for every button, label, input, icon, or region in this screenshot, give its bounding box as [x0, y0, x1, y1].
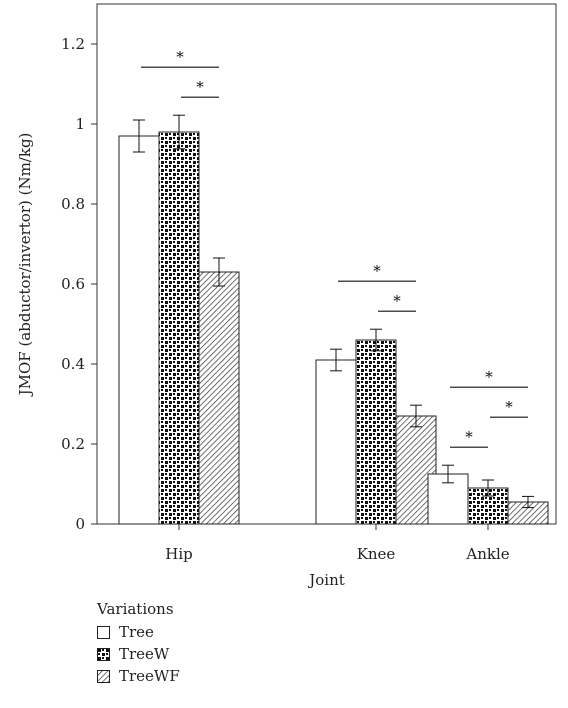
legend-label-treewf: TreeWF — [119, 667, 180, 685]
bar-tree-knee — [315, 359, 357, 525]
significance-marker: * — [393, 292, 401, 310]
x-tick-label-ankle: Ankle — [465, 545, 509, 563]
legend-swatch-tree — [97, 625, 110, 639]
legend: Variations Tree TreeW TreeWF — [97, 600, 180, 688]
y-tick-label: 1.2 — [61, 35, 85, 53]
legend-swatch-treewf — [97, 669, 110, 683]
significance-marker: * — [505, 398, 513, 416]
y-tick-label: 0.8 — [61, 195, 85, 213]
bar-treew-knee — [355, 339, 397, 525]
y-axis-label: JMOF (abductor/invertor) (Nm/kg) — [16, 133, 34, 398]
legend-item-treew: TreeW — [97, 644, 180, 664]
significance-marker: * — [485, 368, 493, 386]
y-tick-label: 0 — [75, 515, 85, 533]
significance-marker: * — [373, 262, 381, 280]
plot-area: 0 0.2 0.4 0.6 0.8 1 1.2 JMOF (abductor/invertor… — [16, 3, 557, 589]
legend-label-treew: TreeW — [119, 645, 170, 663]
bar-treewf-hip — [198, 271, 240, 525]
y-tick-label: 0.4 — [61, 355, 85, 373]
legend-swatch-treew — [97, 647, 110, 661]
legend-item-treewf: TreeWF — [97, 666, 180, 686]
y-tick-label: 0.6 — [61, 275, 85, 293]
significance-marker: * — [196, 78, 204, 96]
y-tick-label: 0.2 — [61, 435, 85, 453]
significance-marker: * — [465, 428, 473, 446]
x-tick-label-knee: Knee — [357, 545, 396, 563]
legend-item-tree: Tree — [97, 622, 180, 642]
bar-treew-hip — [158, 131, 200, 525]
y-tick-label: 1 — [75, 115, 85, 133]
legend-title: Variations — [97, 600, 174, 618]
x-tick-label-hip: Hip — [165, 545, 192, 563]
x-axis-label: Joint — [307, 571, 345, 589]
significance-marker: * — [176, 48, 184, 66]
bar-tree-hip — [118, 135, 160, 525]
legend-label-tree: Tree — [119, 623, 154, 641]
